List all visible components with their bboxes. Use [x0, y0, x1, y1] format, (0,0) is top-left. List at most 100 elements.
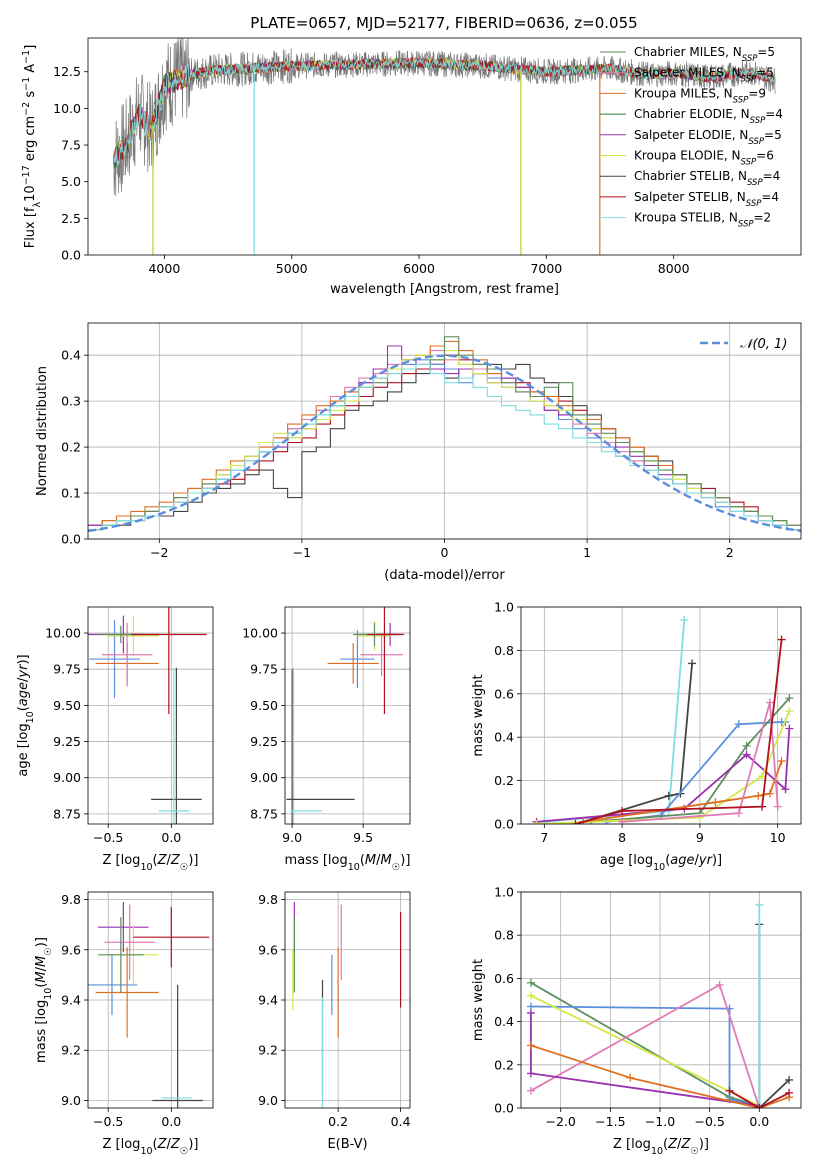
axes-frame	[284, 891, 411, 1109]
weight-marker-0	[680, 616, 689, 625]
x-tick-label: 4000	[148, 261, 180, 276]
weight-marker-3	[742, 741, 751, 750]
x-tick-label: −1.5	[595, 1114, 625, 1129]
x-tick-label: 0.0	[749, 1114, 769, 1129]
x-tick-label: 2	[726, 545, 734, 560]
weight-marker-7	[755, 900, 764, 909]
weight-marker-2	[734, 720, 743, 729]
weight-vs-age-panel: 7 8 9 10 0.0 0.2 0.4 0.6 0.8 1.0 age [log10(age/yr…	[471, 600, 802, 873]
weight-marker-3	[785, 694, 794, 703]
weight-vs-metallicity-panel: −2.0 −1.5 −1.0 −0.5 0.0 0.0 0.2 0.4 0.6 0.8 1.0 Z […	[471, 885, 802, 1157]
weight-marker-3	[526, 1086, 535, 1095]
x-axis-label: (data-model)/error	[384, 568, 505, 583]
y-tick-label: 9.0	[61, 1093, 81, 1108]
weight-marker-8	[571, 820, 580, 824]
x-tick-label: 7	[540, 830, 548, 845]
axes-frame	[520, 606, 802, 825]
age-vs-mass-panel: 9.0 9.5 8.75 9.00 9.25 9.50 9.75 10.00 mass [log…	[242, 606, 411, 873]
weight-marker-6	[785, 1075, 794, 1084]
x-tick-label: −1.0	[645, 1114, 675, 1129]
weight-marker-8	[725, 1086, 734, 1095]
x-tick-label: −0.5	[93, 830, 123, 845]
weight-series-3	[590, 697, 790, 823]
y-tick-label: 0.4	[494, 1014, 514, 1029]
x-tick-label: −0.5	[694, 1114, 724, 1129]
weight-marker-6	[765, 789, 774, 798]
weight-marker-5	[785, 707, 794, 716]
residuals-panel: −2 −1 0 1 2 0.0 0.1 0.2 0.3 0.4 (data-model)/error…	[35, 322, 802, 583]
weight-marker-0	[526, 978, 535, 987]
x-tick-label: 5000	[276, 261, 308, 276]
y-tick-label: 0.4	[61, 348, 81, 363]
y-tick-label: 9.6	[258, 942, 278, 957]
x-tick-label: 0.0	[161, 1114, 181, 1129]
y-tick-label: 10.0	[53, 101, 81, 116]
x-tick-label: 1	[583, 545, 591, 560]
weight-marker-7	[734, 809, 743, 818]
weight-marker-6	[711, 798, 720, 807]
y-tick-label: 0.2	[494, 773, 514, 788]
weight-series-1	[530, 1005, 760, 1107]
x-tick-label: 9.5	[353, 830, 373, 845]
weight-marker-1	[664, 791, 673, 800]
gaussian-curve	[88, 354, 801, 533]
y-tick-label: 0.8	[494, 928, 514, 943]
y-axis-label: age [log10(age/yr)]	[16, 654, 36, 776]
y-tick-label: 8.75	[53, 806, 81, 821]
weight-marker-4	[526, 1069, 535, 1078]
axes-frame	[87, 37, 802, 256]
y-tick-label: 9.00	[250, 770, 278, 785]
y-axis-label: mass weight	[471, 674, 486, 756]
weight-marker-5	[526, 1041, 535, 1050]
age-vs-metallicity-panel: −0.5 0.0 8.75 9.00 9.25 9.50 9.75 10.00 Z [log10…	[16, 606, 214, 873]
axes-frame	[87, 322, 802, 540]
weight-marker-3	[715, 980, 724, 989]
y-tick-label: 9.6	[61, 942, 81, 957]
y-tick-label: 9.0	[258, 1093, 278, 1108]
weight-marker-4	[742, 750, 751, 759]
y-tick-label: 8.75	[250, 806, 278, 821]
y-tick-label: 0.8	[494, 643, 514, 658]
legend-entry-2: Kroupa MILES, NSSP=9	[634, 86, 766, 105]
x-axis-label: age [log10(age/yr)]	[600, 853, 722, 873]
histogram-series-8	[88, 363, 801, 531]
y-tick-label: 0.4	[494, 730, 514, 745]
x-tick-label: −0.5	[93, 1114, 123, 1129]
weight-marker-7	[765, 698, 774, 707]
y-tick-label: 7.5	[61, 138, 81, 153]
legend-entry-gaussian: 𝒩(0, 1)	[740, 337, 787, 352]
y-tick-label: 9.75	[53, 662, 81, 677]
errorbar-points	[88, 902, 210, 1108]
y-tick-label: 9.00	[53, 770, 81, 785]
weight-series-1	[582, 663, 693, 823]
y-tick-label: 1.0	[494, 885, 514, 900]
weight-marker-7	[773, 802, 782, 811]
y-tick-label: 1.0	[494, 600, 514, 615]
x-tick-label: 9	[696, 830, 704, 845]
axes-frame	[87, 891, 214, 1109]
axes-frame	[284, 606, 411, 825]
x-tick-label: −2	[150, 545, 168, 560]
weight-marker-1	[688, 659, 697, 668]
legend-entry-3: Chabrier ELODIE, NSSP=4	[634, 107, 783, 126]
x-tick-label: −2.0	[546, 1114, 576, 1129]
y-tick-label: 9.25	[53, 734, 81, 749]
y-tick-label: 12.5	[53, 64, 81, 79]
y-tick-label: 9.4	[258, 993, 278, 1008]
y-tick-label: 0.6	[494, 971, 514, 986]
y-axis-label: mass weight	[471, 959, 486, 1041]
y-axis-label: mass [log10(M/M☉)]	[34, 937, 54, 1063]
errorbar-points	[292, 902, 402, 1108]
weight-series-8	[729, 1089, 790, 1108]
x-tick-label: 9.0	[282, 830, 302, 845]
weight-series-2	[530, 994, 760, 1107]
y-tick-label: 0.1	[61, 486, 81, 501]
legend-entry-6: Chabrier STELIB, NSSP=4	[634, 169, 780, 188]
x-tick-label: 10	[770, 830, 786, 845]
spectrum-panel: 4000 5000 6000 7000 8000 0.0 2.5 5.0 7.5 10.0 12.5…	[21, 37, 802, 297]
x-tick-label: 0.2	[328, 1114, 348, 1129]
x-tick-label: 8	[618, 830, 626, 845]
weight-marker-4	[781, 785, 790, 794]
x-axis-label: wavelength [Angstrom, rest frame]	[330, 282, 559, 297]
